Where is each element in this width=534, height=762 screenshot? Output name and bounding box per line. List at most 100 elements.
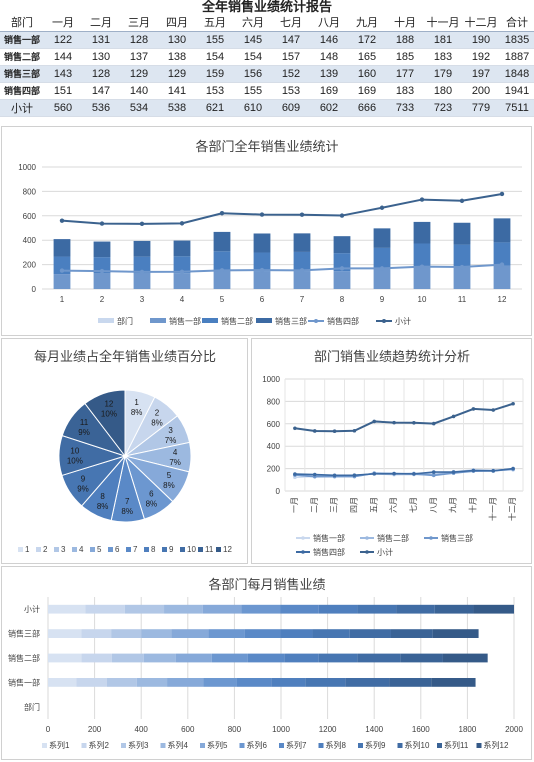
data-point bbox=[511, 466, 515, 471]
legend-marker bbox=[365, 550, 369, 554]
chart-title: 每月业绩占全年销售业绩百分比 bbox=[34, 349, 216, 364]
legend-label: 10 bbox=[187, 545, 196, 554]
table-cell: 153 bbox=[272, 82, 310, 100]
slice-label: 4 bbox=[173, 448, 178, 457]
slice-label: 10 bbox=[70, 447, 79, 456]
table-cell: 141 bbox=[158, 82, 196, 100]
x-tick-label: 1400 bbox=[365, 725, 383, 734]
table-row: 销售二部 144 130 137 138 154 154 157 148 165 185 183 192… bbox=[0, 48, 534, 66]
legend-swatch bbox=[36, 547, 41, 552]
hbar-chart: 各部门每月销售业绩 0 200 400 600 800 1000 1200 1400 1600 18… bbox=[8, 577, 523, 750]
x-tick-label: 1200 bbox=[319, 725, 337, 734]
row-total: 1887 bbox=[500, 48, 534, 66]
bar-segment bbox=[53, 274, 71, 289]
bar-segment bbox=[312, 629, 350, 638]
legend-label: 9 bbox=[169, 545, 174, 554]
data-point bbox=[372, 472, 377, 476]
bar-segment bbox=[345, 678, 390, 687]
table-cell: 144 bbox=[44, 48, 82, 66]
legend-marker bbox=[382, 319, 386, 323]
table-cell: 129 bbox=[120, 65, 158, 83]
table-cell: 156 bbox=[234, 65, 272, 83]
data-point bbox=[99, 268, 105, 274]
bar-segment bbox=[253, 233, 271, 253]
legend-swatch bbox=[397, 743, 403, 748]
legend-swatch bbox=[437, 743, 442, 748]
slice-percent: 8% bbox=[151, 418, 163, 427]
legend-label: 系列5 bbox=[207, 740, 228, 750]
sales-table: 部门 一月 二月 三月 四月 五月 六月 七月 八月 九月 十月 十一月 十二月 合计 销售一部 122 13… bbox=[0, 14, 534, 117]
legend-swatch bbox=[318, 743, 324, 748]
legend-swatch bbox=[144, 547, 149, 552]
slice-label: 6 bbox=[149, 490, 154, 499]
table-cell: 154 bbox=[196, 48, 234, 66]
bar-segment bbox=[284, 653, 319, 663]
legend-label: 系列11 bbox=[444, 740, 469, 750]
slice-percent: 7% bbox=[165, 436, 177, 445]
data-point bbox=[459, 198, 465, 203]
legend-label: 11 bbox=[205, 545, 214, 554]
legend-label: 销售四部 bbox=[327, 316, 359, 326]
table-cell: 151 bbox=[44, 82, 82, 100]
bar-segment bbox=[318, 604, 358, 614]
table-cell: 534 bbox=[120, 99, 158, 117]
data-point bbox=[431, 470, 436, 474]
bar-segment bbox=[400, 653, 443, 663]
y-tick-label: 200 bbox=[23, 261, 37, 270]
header-month: 十二月 bbox=[462, 14, 500, 32]
table-cell: 181 bbox=[424, 31, 462, 49]
data-point bbox=[299, 268, 305, 273]
header-month: 十一月 bbox=[424, 14, 462, 32]
slice-percent: 8% bbox=[121, 507, 133, 516]
table-cell: 140 bbox=[120, 82, 158, 100]
bar-segment bbox=[85, 604, 125, 614]
data-point bbox=[471, 407, 476, 411]
bar-segment bbox=[333, 236, 351, 254]
bar-segment bbox=[247, 653, 285, 663]
bar-segment bbox=[318, 653, 358, 663]
legend-label: 销售四部 bbox=[313, 547, 345, 557]
line-chart: 部门销售业绩趋势统计分析 0 200 400 600 800 1000 一月 二月 三月 四月 五月六… bbox=[262, 349, 524, 557]
legend-label: 5 bbox=[97, 545, 102, 554]
line-chart-panel: 部门销售业绩趋势统计分析 0 200 400 600 800 1000 一月 二月 三月 四月 五月六… bbox=[251, 338, 532, 564]
bar-segment bbox=[373, 247, 391, 269]
x-tick-label: 二月 bbox=[310, 497, 319, 513]
x-tick-label: 800 bbox=[228, 725, 242, 734]
slice-percent: 9% bbox=[77, 484, 89, 493]
y-tick-label: 800 bbox=[267, 397, 281, 406]
bar-segment bbox=[111, 653, 144, 663]
bar-segment bbox=[493, 218, 511, 243]
data-point bbox=[372, 419, 377, 424]
slice-label: 3 bbox=[168, 426, 173, 435]
bar-segment bbox=[244, 629, 281, 638]
x-tick-label: 0 bbox=[46, 725, 51, 734]
data-point bbox=[312, 472, 317, 477]
series-line bbox=[294, 467, 514, 477]
row-dept-name: 销售三部 bbox=[0, 65, 44, 83]
bar-segment bbox=[133, 273, 151, 289]
bar-segment bbox=[81, 653, 112, 663]
y-tick-label: 销售二部 bbox=[8, 653, 40, 663]
legend-label: 销售二部 bbox=[377, 533, 409, 543]
data-point bbox=[59, 268, 65, 273]
slice-percent: 9% bbox=[78, 428, 90, 437]
legend-label: 部门 bbox=[117, 316, 133, 326]
table-cell: 621 bbox=[196, 99, 234, 117]
table-row: 销售四部 151 147 140 141 153 155 153 169 169 183 180 200… bbox=[0, 82, 534, 100]
x-tick-label: 2 bbox=[100, 295, 105, 304]
y-tick-label: 0 bbox=[276, 487, 281, 496]
bar-segment bbox=[453, 266, 471, 289]
table-cell: 128 bbox=[82, 65, 120, 83]
data-point bbox=[379, 205, 385, 210]
y-tick-label: 销售三部 bbox=[8, 629, 40, 639]
x-tick-label: 10 bbox=[418, 295, 427, 304]
table-cell: 154 bbox=[234, 48, 272, 66]
table-cell: 122 bbox=[44, 31, 82, 49]
data-point bbox=[379, 266, 385, 271]
table-cell: 666 bbox=[348, 99, 386, 117]
x-tick-label: 11 bbox=[458, 295, 467, 304]
bar-segment bbox=[305, 678, 346, 687]
bar-segment bbox=[171, 629, 209, 638]
bar-segment bbox=[173, 256, 191, 274]
